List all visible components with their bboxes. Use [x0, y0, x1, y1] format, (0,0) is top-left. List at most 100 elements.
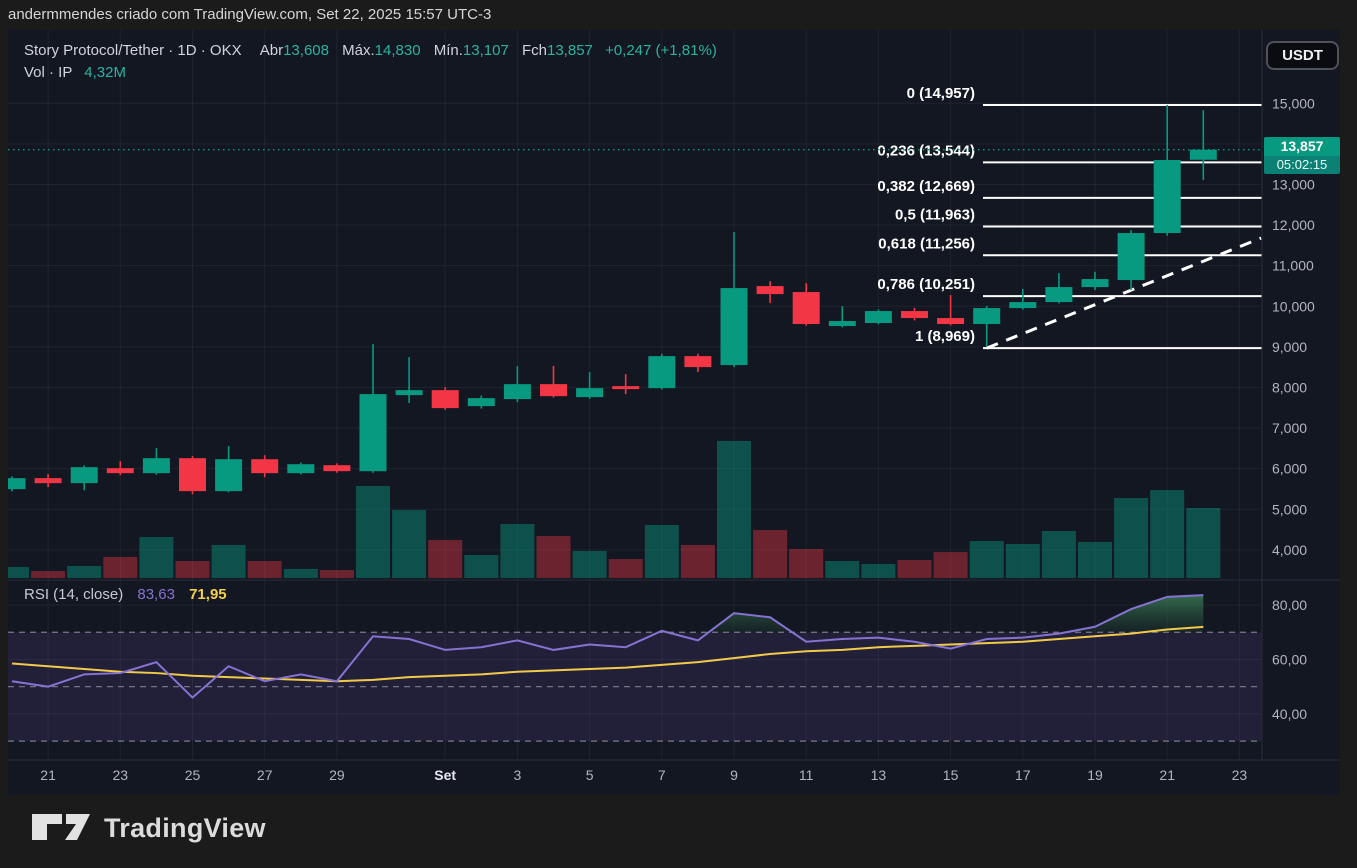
volume-bar — [825, 560, 860, 578]
price-axis-label: 9,000 — [1272, 339, 1307, 355]
price-axis-label: 6,000 — [1272, 461, 1307, 477]
fib-level-label: 0,236 (13,544) — [877, 142, 975, 159]
rsi-overbought-fill — [1066, 595, 1204, 633]
price-axis-label: 11,000 — [1272, 258, 1314, 274]
volume-bar — [175, 560, 210, 578]
candle-body — [684, 356, 712, 368]
candle-body — [323, 465, 351, 472]
symbol-legend[interactable]: Story Protocol/Tether · 1D · OKX Abr13,6… — [24, 42, 717, 59]
candle-body — [937, 318, 965, 325]
candle-body — [395, 390, 423, 396]
rsi-label: RSI (14, close) — [24, 586, 124, 603]
candle-body — [1117, 233, 1145, 281]
volume-bar — [717, 440, 751, 578]
low-value: 13,107 — [462, 42, 509, 59]
time-axis-label: Set — [434, 767, 456, 783]
price-axis-label: 8,000 — [1272, 379, 1307, 395]
candle-body — [1045, 287, 1073, 303]
price-axis-label: 13,000 — [1272, 176, 1315, 192]
candle-body — [8, 478, 26, 490]
time-axis-label: 19 — [1087, 767, 1103, 783]
volume-label: Vol · IP — [24, 64, 73, 81]
price-axis-label: 7,000 — [1272, 420, 1307, 436]
volume-value: 4,32M — [84, 64, 126, 81]
volume-bar — [319, 570, 354, 578]
currency-toggle-button[interactable]: USDT — [1266, 41, 1339, 70]
change-value: +0,247 (+1,81%) — [605, 42, 717, 59]
candle-body — [179, 458, 206, 492]
volume-bar — [861, 564, 896, 578]
candle-body — [1153, 160, 1181, 234]
open-value: 13,608 — [283, 42, 329, 59]
candle-body — [756, 286, 784, 295]
high-value: 14,830 — [374, 42, 421, 59]
tradingview-logo-text: TradingView — [104, 812, 266, 843]
time-axis-label: 21 — [40, 767, 56, 783]
volume-bar — [789, 549, 824, 578]
candle-body — [901, 311, 928, 319]
rsi-axis-label: 60,00 — [1272, 651, 1307, 667]
candle-body — [1081, 279, 1109, 288]
open-label: Abr — [259, 42, 284, 59]
time-axis-label: 23 — [1232, 767, 1248, 783]
chart-area[interactable]: 0 (14,957) 0,236 (13,544) 0,382 (12,669) 0,… — [8, 30, 1340, 795]
tradingview-logo[interactable]: TradingView — [30, 809, 266, 847]
last-price-axis-label: 13,857 05:02:15 — [1264, 137, 1340, 174]
volume-bar — [500, 524, 535, 578]
volume-bar — [644, 525, 679, 578]
volume-bar — [139, 537, 174, 578]
volume-bar — [969, 541, 1004, 578]
time-axis-label: 11 — [799, 767, 814, 783]
volume-bar — [31, 571, 66, 578]
time-axis-label: 7 — [658, 767, 666, 783]
candle-body — [864, 311, 892, 324]
fib-level-label: 0,786 (10,251) — [877, 276, 975, 293]
price-axis-label: 15,000 — [1272, 95, 1315, 111]
rsi-legend[interactable]: RSI (14, close) 83,63 71,95 — [24, 586, 227, 603]
close-label: Fch — [521, 42, 547, 59]
symbol-title: Story Protocol/Tether · 1D · OKX — [24, 42, 242, 59]
volume-bar — [1150, 490, 1185, 578]
candle-body — [70, 467, 98, 484]
volume-bar — [103, 556, 138, 578]
volume-bar — [67, 566, 102, 578]
rsi-axis-label: 80,00 — [1272, 597, 1307, 613]
low-label: Mín. — [433, 42, 463, 59]
fib-level-label: 0 (14,957) — [907, 85, 975, 102]
time-axis-label: 5 — [586, 767, 594, 783]
volume-bar — [247, 560, 282, 578]
volume-bar — [8, 566, 29, 578]
footer: TradingView — [0, 795, 1357, 868]
volume-bar — [392, 509, 427, 578]
volume-bar — [283, 568, 318, 578]
candle-body — [34, 478, 62, 484]
candle-body — [828, 321, 856, 327]
volume-bar — [211, 544, 246, 578]
candle-body — [1009, 302, 1037, 309]
rsi-ma-value: 71,95 — [189, 586, 227, 603]
time-axis-label: 23 — [113, 767, 129, 783]
rsi-axis-label: 40,00 — [1272, 706, 1307, 722]
candle-body — [467, 398, 495, 407]
time-axis-label: 3 — [514, 767, 522, 783]
candle-body — [359, 394, 387, 472]
last-price-value: 13,857 — [1264, 137, 1340, 156]
volume-legend[interactable]: Vol · IP 4,32M — [24, 64, 717, 81]
close-value: 13,857 — [547, 42, 593, 59]
price-axis-label: 5,000 — [1272, 501, 1307, 517]
volume-bar — [1186, 508, 1221, 578]
volume-bar — [572, 550, 607, 578]
rsi-line — [11, 594, 1204, 699]
volume-bar — [1041, 531, 1076, 578]
candle-body — [215, 459, 243, 492]
rsi-value: 83,63 — [137, 586, 175, 603]
volume-bar — [1114, 497, 1149, 578]
candle-body — [612, 386, 640, 390]
time-axis-label: 21 — [1159, 767, 1175, 783]
price-axis-label: 12,000 — [1272, 217, 1315, 233]
candle-body — [720, 288, 748, 366]
candle-body — [287, 464, 315, 474]
price-axis-label: 10,000 — [1272, 298, 1315, 314]
volume-bar — [1005, 543, 1040, 578]
candle-body — [648, 356, 676, 389]
